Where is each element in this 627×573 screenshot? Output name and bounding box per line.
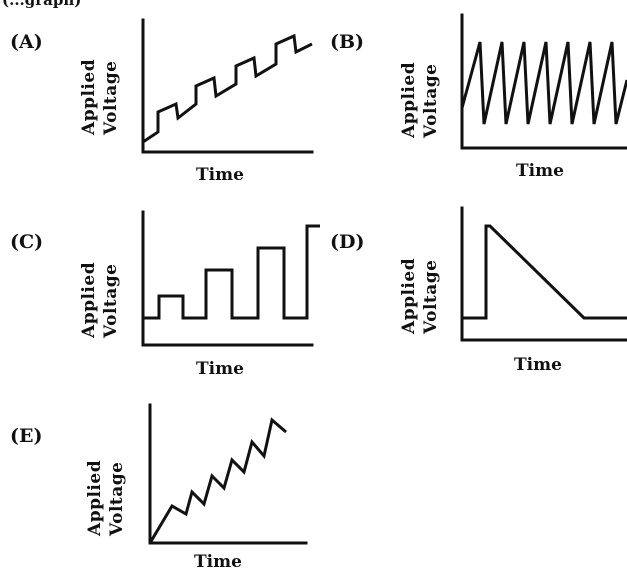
panel-a-ylabel-line1: Applied bbox=[79, 59, 99, 136]
panel-b: (B) Applied Voltage Time bbox=[330, 13, 627, 181]
panel-b-waveform bbox=[460, 41, 627, 125]
panel-e-ylabel-line1: Applied bbox=[85, 460, 105, 537]
panel-b-letter: (B) bbox=[330, 31, 364, 53]
panel-a-xlabel: Time bbox=[196, 165, 244, 185]
panel-d: (D) Applied Voltage Time bbox=[330, 206, 627, 375]
panel-e-xlabel: Time bbox=[194, 552, 242, 572]
panel-d-waveform bbox=[462, 224, 627, 320]
panel-a-axes bbox=[141, 18, 314, 154]
panel-d-letter: (D) bbox=[330, 231, 364, 253]
panel-e-letter: (E) bbox=[10, 425, 42, 447]
panel-e: (E) Applied Voltage Time bbox=[10, 403, 308, 572]
panel-d-ylabel-line1: Applied bbox=[399, 258, 419, 335]
panel-e-ylabel-line2: Voltage bbox=[107, 462, 127, 538]
panel-c-waveform bbox=[143, 224, 320, 320]
panel-a: (A) Applied Voltage Time bbox=[10, 18, 314, 185]
panel-a-waveform bbox=[142, 33, 313, 144]
panel-d-axes bbox=[460, 206, 627, 342]
panel-c-ylabel-line2: Voltage bbox=[101, 264, 121, 340]
panel-c-axes bbox=[141, 210, 314, 347]
panel-a-ylabel-line2: Voltage bbox=[101, 61, 121, 137]
panel-a-letter: (A) bbox=[10, 31, 43, 53]
panel-b-xlabel: Time bbox=[516, 161, 564, 181]
panel-c-ylabel-line1: Applied bbox=[79, 262, 99, 339]
panel-b-ylabel-line2: Voltage bbox=[421, 64, 441, 140]
panel-c: (C) Applied Voltage Time bbox=[10, 210, 320, 379]
panel-e-waveform bbox=[148, 417, 287, 544]
header-fragment: (...graph) bbox=[2, 0, 81, 9]
panel-d-ylabel-line2: Voltage bbox=[421, 260, 441, 336]
panel-b-ylabel-line1: Applied bbox=[399, 62, 419, 139]
panel-c-xlabel: Time bbox=[196, 359, 244, 379]
panel-b-axes bbox=[460, 13, 627, 150]
panel-d-xlabel: Time bbox=[514, 355, 562, 375]
panel-c-letter: (C) bbox=[10, 231, 43, 253]
